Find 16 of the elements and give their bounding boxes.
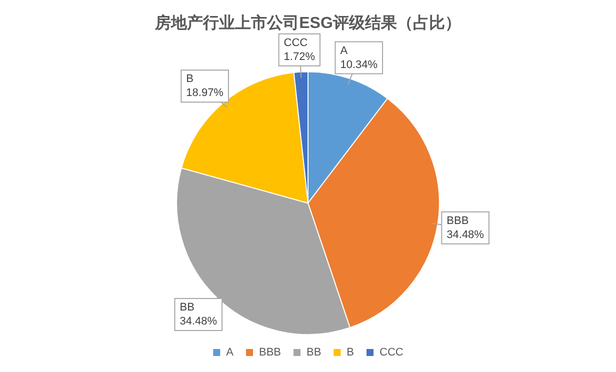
slice-label: A — [340, 44, 348, 57]
data-label: 34.48% — [446, 228, 484, 241]
slice-label: B — [186, 73, 194, 86]
legend-label: CCC — [380, 346, 404, 359]
legend-label: A — [226, 346, 234, 359]
chart-title: 房地产行业上市公司ESG评级结果（占比） — [154, 13, 461, 32]
data-label: 18.97% — [186, 87, 224, 100]
slice-label: CCC — [284, 36, 308, 49]
legend-label: B — [346, 346, 354, 359]
data-label: 10.34% — [340, 58, 378, 71]
slice-label: BB — [180, 302, 194, 314]
slice-label: BBB — [446, 214, 469, 227]
data-label: 1.72% — [284, 50, 316, 63]
legend-label: BB — [306, 346, 322, 359]
legend-label: BBB — [258, 346, 282, 359]
data-label: 34.48% — [180, 316, 218, 328]
